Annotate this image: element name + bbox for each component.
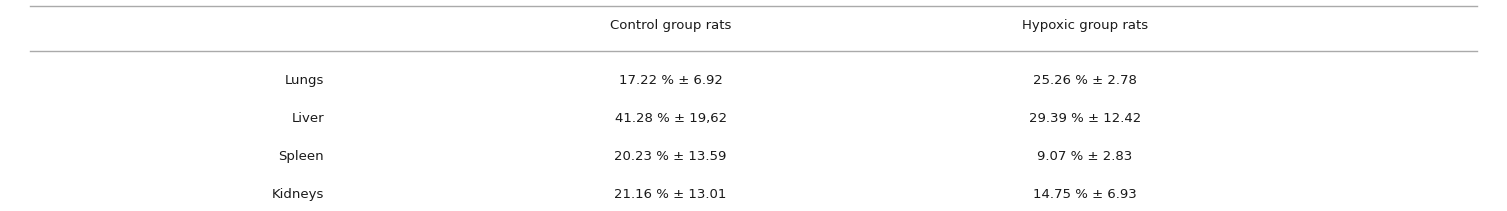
Text: 20.23 % ± 13.59: 20.23 % ± 13.59 [615,150,726,163]
Text: Control group rats: Control group rats [610,19,731,32]
Text: 41.28 % ± 19,62: 41.28 % ± 19,62 [615,112,726,125]
Text: Spleen: Spleen [279,150,324,163]
Text: 9.07 % ± 2.83: 9.07 % ± 2.83 [1037,150,1133,163]
Text: Lungs: Lungs [285,74,324,87]
Text: 25.26 % ± 2.78: 25.26 % ± 2.78 [1034,74,1136,87]
Text: 14.75 % ± 6.93: 14.75 % ± 6.93 [1034,188,1136,201]
Text: 29.39 % ± 12.42: 29.39 % ± 12.42 [1029,112,1141,125]
Text: Kidneys: Kidneys [271,188,324,201]
Text: Hypoxic group rats: Hypoxic group rats [1022,19,1148,32]
Text: 17.22 % ± 6.92: 17.22 % ± 6.92 [619,74,722,87]
Text: Liver: Liver [291,112,324,125]
Text: 21.16 % ± 13.01: 21.16 % ± 13.01 [615,188,726,201]
